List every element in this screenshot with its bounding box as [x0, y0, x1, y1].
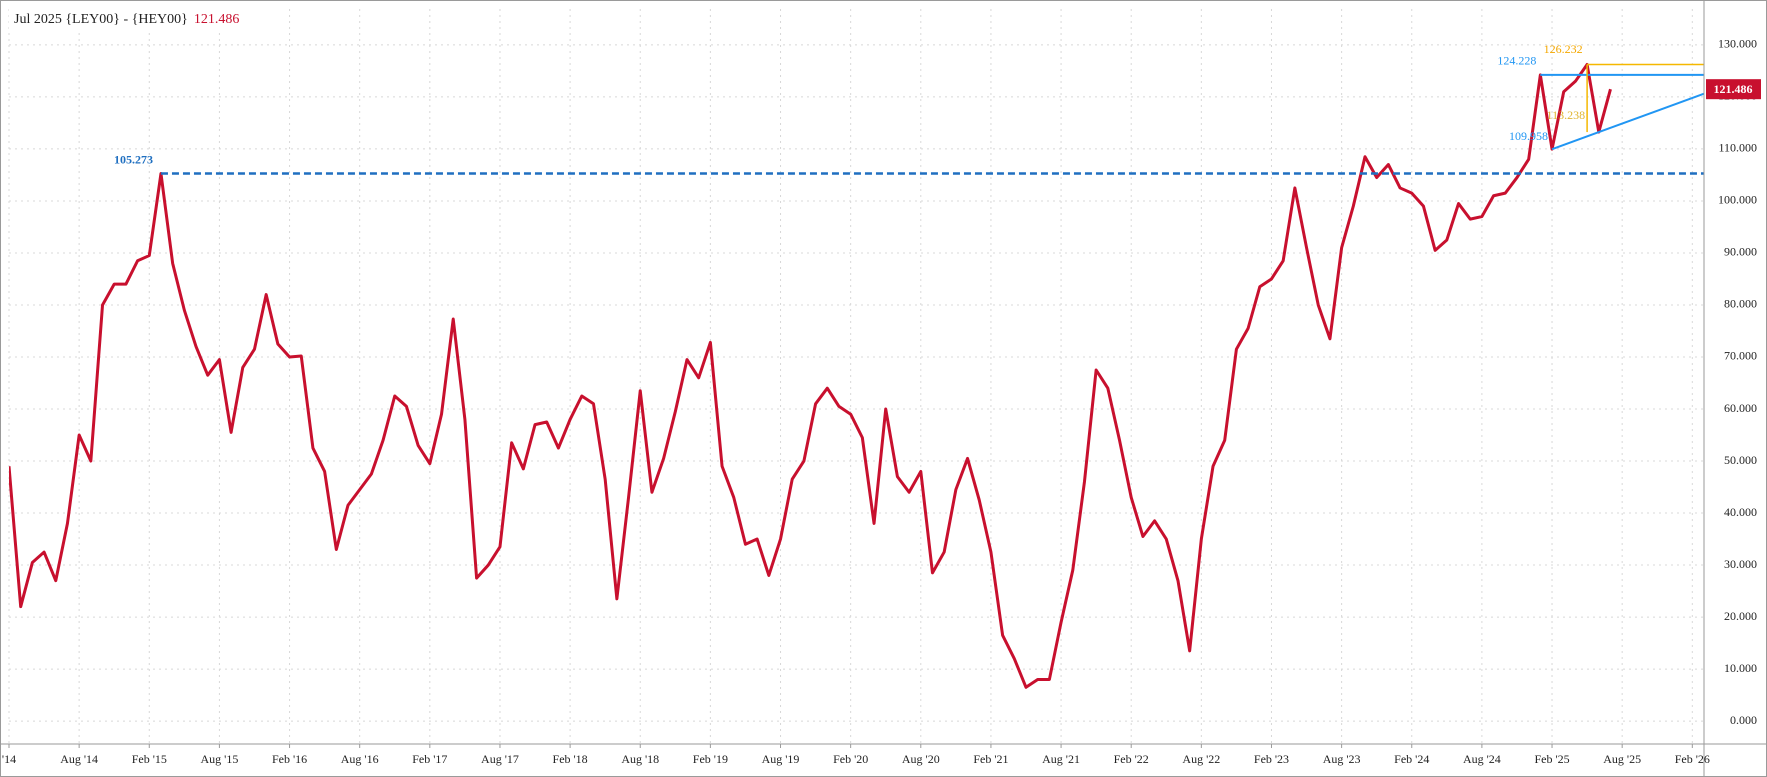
x-tick-label: Feb '22: [1114, 752, 1149, 766]
y-tick-label: 80.000: [1724, 297, 1757, 311]
x-tick-label: Feb '19: [693, 752, 728, 766]
x-tick-label: Feb '23: [1254, 752, 1289, 766]
y-tick-label: 90.000: [1724, 245, 1757, 259]
x-tick-label: Aug '23: [1323, 752, 1361, 766]
retrace-label: 113.238: [1547, 108, 1586, 122]
y-tick-label: 110.000: [1718, 141, 1757, 155]
x-tick-label: Aug '19: [762, 752, 800, 766]
x-tick-label: Aug '17: [481, 752, 519, 766]
x-tick-label: Aug '15: [200, 752, 238, 766]
x-tick-label: Aug '16: [341, 752, 379, 766]
last-value-label: 121.486: [1714, 82, 1753, 96]
x-tick-label: Aug '24: [1463, 752, 1501, 766]
y-tick-label: 50.000: [1724, 453, 1757, 467]
x-tick-label: Feb '16: [272, 752, 307, 766]
plot-area: [9, 62, 1704, 689]
high-label: 124.228: [1497, 54, 1536, 68]
grid: [8, 9, 1704, 744]
last-value-badge: [1706, 79, 1761, 100]
y-tick-label: 20.000: [1724, 609, 1757, 623]
y-tick-label: 0.000: [1730, 713, 1757, 727]
trend-line: [1551, 92, 1704, 151]
x-tick-label: Aug '21: [1042, 752, 1080, 766]
title-text: Jul 2025 {LEY00} - {HEY00}: [14, 12, 188, 27]
peak-label: 126.232: [1544, 42, 1583, 56]
title-last-value: 121.486: [194, 12, 240, 27]
axes: 0.000 10.000 20.000 30.000 40.000 50.000 60.00…: [2, 37, 1757, 766]
x-tick-label: Feb '25: [1534, 752, 1569, 766]
y-tick-label: 10.000: [1724, 661, 1757, 675]
x-tick-label: '14: [2, 752, 16, 766]
y-tick-label: 100.000: [1718, 193, 1757, 207]
y-tick-label: 70.000: [1724, 349, 1757, 363]
x-tick-label: Feb '18: [553, 752, 588, 766]
x-tick-label: Aug '18: [621, 752, 659, 766]
data-line: [9, 62, 1612, 689]
y-tick-label: 40.000: [1724, 505, 1757, 519]
resistance-label: 105.273: [114, 152, 153, 166]
x-tick-label: Feb '24: [1394, 752, 1429, 766]
x-tick-label: Aug '20: [902, 752, 940, 766]
x-tick-label: Aug '22: [1182, 752, 1220, 766]
low-label: 109.958: [1509, 129, 1548, 143]
y-tick-label: 60.000: [1724, 401, 1757, 415]
y-tick-label: 30.000: [1724, 557, 1757, 571]
chart-title: Jul 2025 {LEY00} - {HEY00} 121.486: [14, 12, 239, 27]
x-tick-label: Feb '26: [1675, 752, 1710, 766]
x-tick-label: Feb '17: [412, 752, 447, 766]
title-box: [9, 9, 254, 31]
x-tick-label: Aug '25: [1603, 752, 1641, 766]
x-tick-label: Feb '15: [132, 752, 167, 766]
x-tick-label: Feb '20: [833, 752, 868, 766]
x-tick-label: Aug '14: [60, 752, 98, 766]
x-tick-label: Feb '21: [973, 752, 1008, 766]
y-tick-label: 130.000: [1718, 37, 1757, 51]
